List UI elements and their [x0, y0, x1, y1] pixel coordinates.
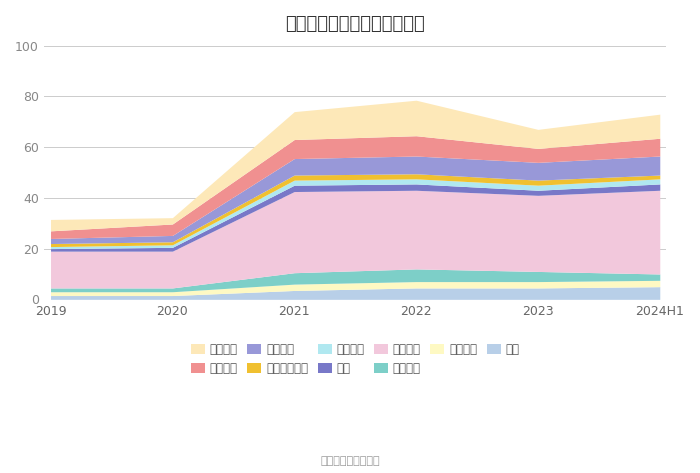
- Title: 历年主要资产堆积图（亿元）: 历年主要资产堆积图（亿元）: [286, 15, 425, 33]
- Legend: 货币资金, 应收票据, 应收账款, 应收款项融资, 预付款项, 存货, 固定资产, 在建工程, 无形资产, 其它: 货币资金, 应收票据, 应收账款, 应收款项融资, 预付款项, 存货, 固定资产…: [191, 343, 519, 375]
- Text: 数据来源：恒生聚源: 数据来源：恒生聚源: [320, 455, 380, 465]
